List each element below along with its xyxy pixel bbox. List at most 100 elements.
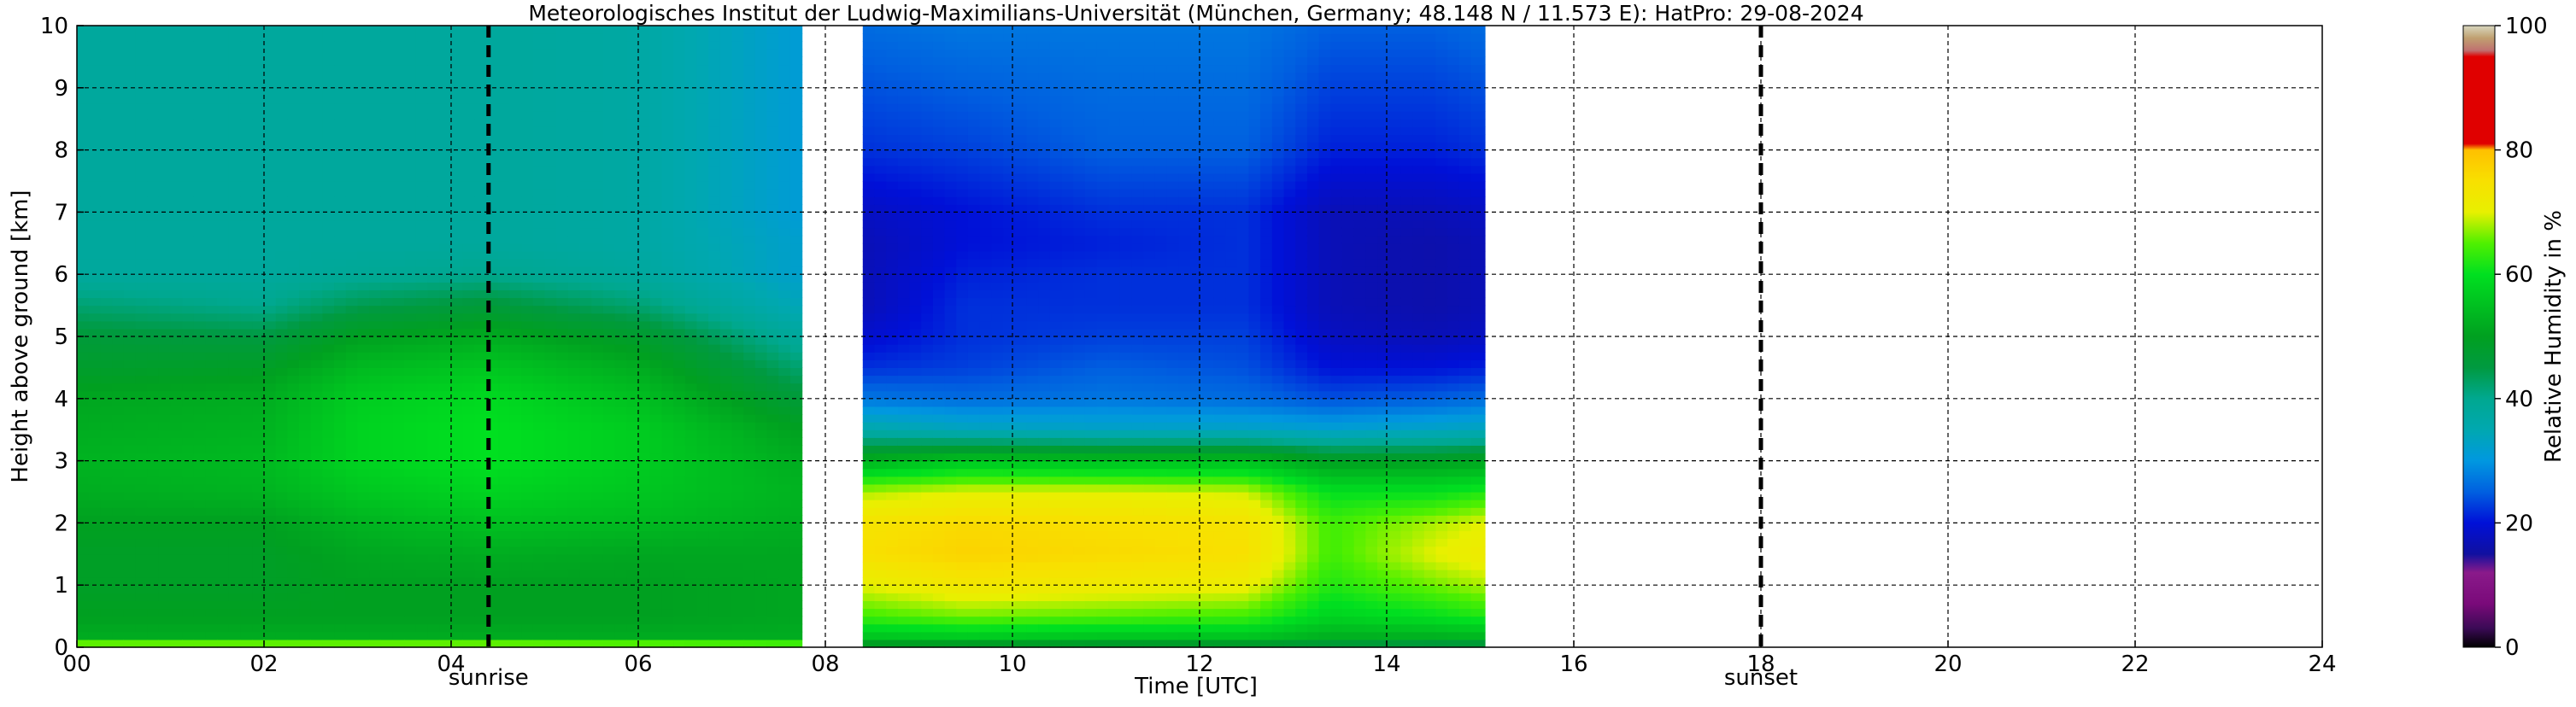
heatmap-cell [287, 422, 300, 430]
heatmap-cell [123, 328, 137, 337]
heatmap-cell [264, 259, 277, 267]
heatmap-cell [287, 483, 300, 493]
heatmap-cell [754, 119, 768, 127]
heatmap-cell [462, 212, 475, 221]
heatmap-cell [88, 320, 101, 330]
heatmap-cell [474, 492, 487, 500]
heatmap-cell [509, 445, 522, 454]
heatmap-cell [392, 157, 405, 167]
heatmap-cell [486, 227, 499, 237]
heatmap-cell [544, 492, 557, 500]
heatmap-cell [532, 546, 546, 555]
heatmap-cell [357, 26, 370, 34]
heatmap-cell [544, 95, 557, 104]
heatmap-cell [766, 398, 779, 407]
heatmap-cell [369, 585, 382, 593]
heatmap-cell [649, 445, 662, 454]
heatmap-cell [474, 538, 487, 547]
heatmap-cell [427, 219, 440, 229]
heatmap-cell [415, 235, 429, 244]
heatmap-cell [556, 289, 569, 299]
heatmap-cell [754, 546, 768, 555]
heatmap-cell [100, 313, 113, 322]
heatmap-cell [486, 561, 499, 570]
heatmap-cell [193, 546, 207, 555]
heatmap-cell [497, 367, 511, 377]
heatmap-cell [228, 274, 242, 283]
heatmap-cell [532, 585, 546, 593]
heatmap-cell [112, 189, 125, 197]
heatmap-cell [100, 56, 113, 66]
heatmap-cell [579, 515, 592, 523]
heatmap-cell [556, 429, 569, 438]
heatmap-cell [404, 585, 417, 593]
heatmap-cell [649, 64, 662, 73]
heatmap-cell [264, 359, 277, 368]
heatmap-cell [789, 523, 803, 532]
heatmap-cell [497, 227, 511, 237]
heatmap-cell [719, 507, 733, 516]
heatmap-cell [217, 274, 230, 283]
heatmap-cell [123, 103, 137, 112]
heatmap-cell [77, 422, 90, 430]
heatmap-cell [404, 64, 417, 73]
heatmap-cell [649, 328, 662, 337]
heatmap-cell [451, 623, 464, 633]
heatmap-cell [486, 41, 499, 50]
heatmap-cell [334, 460, 347, 470]
heatmap-cell [521, 390, 534, 400]
heatmap-cell [205, 483, 218, 493]
heatmap-cell [415, 157, 429, 167]
heatmap-cell [228, 313, 242, 322]
heatmap-cell [673, 422, 686, 430]
heatmap-cell [193, 33, 207, 42]
heatmap-cell [486, 546, 499, 555]
heatmap-cell [778, 79, 791, 89]
heatmap-cell [567, 398, 581, 407]
heatmap-cell [731, 103, 744, 112]
heatmap-cell [439, 460, 452, 470]
heatmap-cell [182, 523, 195, 532]
heatmap-cell [486, 538, 499, 547]
heatmap-cell [228, 375, 242, 384]
heatmap-cell [497, 530, 511, 540]
heatmap-cell [789, 196, 803, 205]
heatmap-cell [182, 142, 195, 151]
heatmap-cell [684, 64, 698, 73]
heatmap-cell [380, 429, 394, 438]
heatmap-cell [299, 87, 312, 96]
heatmap-cell [123, 119, 137, 127]
heatmap-cell [415, 593, 429, 601]
heatmap-cell [404, 398, 417, 407]
heatmap-cell [252, 165, 265, 174]
heatmap-cell [719, 406, 733, 415]
heatmap-cell [719, 631, 733, 640]
heatmap-cell [322, 313, 335, 322]
heatmap-cell [778, 181, 791, 190]
heatmap-cell [158, 422, 172, 430]
heatmap-cell [638, 103, 651, 112]
heatmap-cell [228, 383, 242, 392]
heatmap-cell [638, 593, 651, 601]
heatmap-cell [264, 149, 277, 159]
heatmap-cell [778, 126, 791, 135]
heatmap-cell [158, 313, 172, 322]
heatmap-cell [614, 196, 627, 205]
heatmap-cell [369, 600, 382, 610]
heatmap-cell [310, 352, 324, 360]
heatmap-cell [252, 616, 265, 625]
heatmap-cell [147, 577, 160, 586]
heatmap-cell [123, 639, 137, 648]
heatmap-cell [638, 483, 651, 493]
heatmap-cell [182, 553, 195, 563]
heatmap-cell [240, 453, 253, 462]
heatmap-cell [287, 305, 300, 314]
heatmap-cell [579, 577, 592, 586]
heatmap-cell [77, 87, 90, 96]
heatmap-cell [392, 196, 405, 205]
heatmap-cell [228, 250, 242, 260]
heatmap-cell [427, 126, 440, 135]
heatmap-cell [521, 297, 534, 307]
heatmap-cell [778, 305, 791, 314]
heatmap-cell [591, 227, 604, 237]
